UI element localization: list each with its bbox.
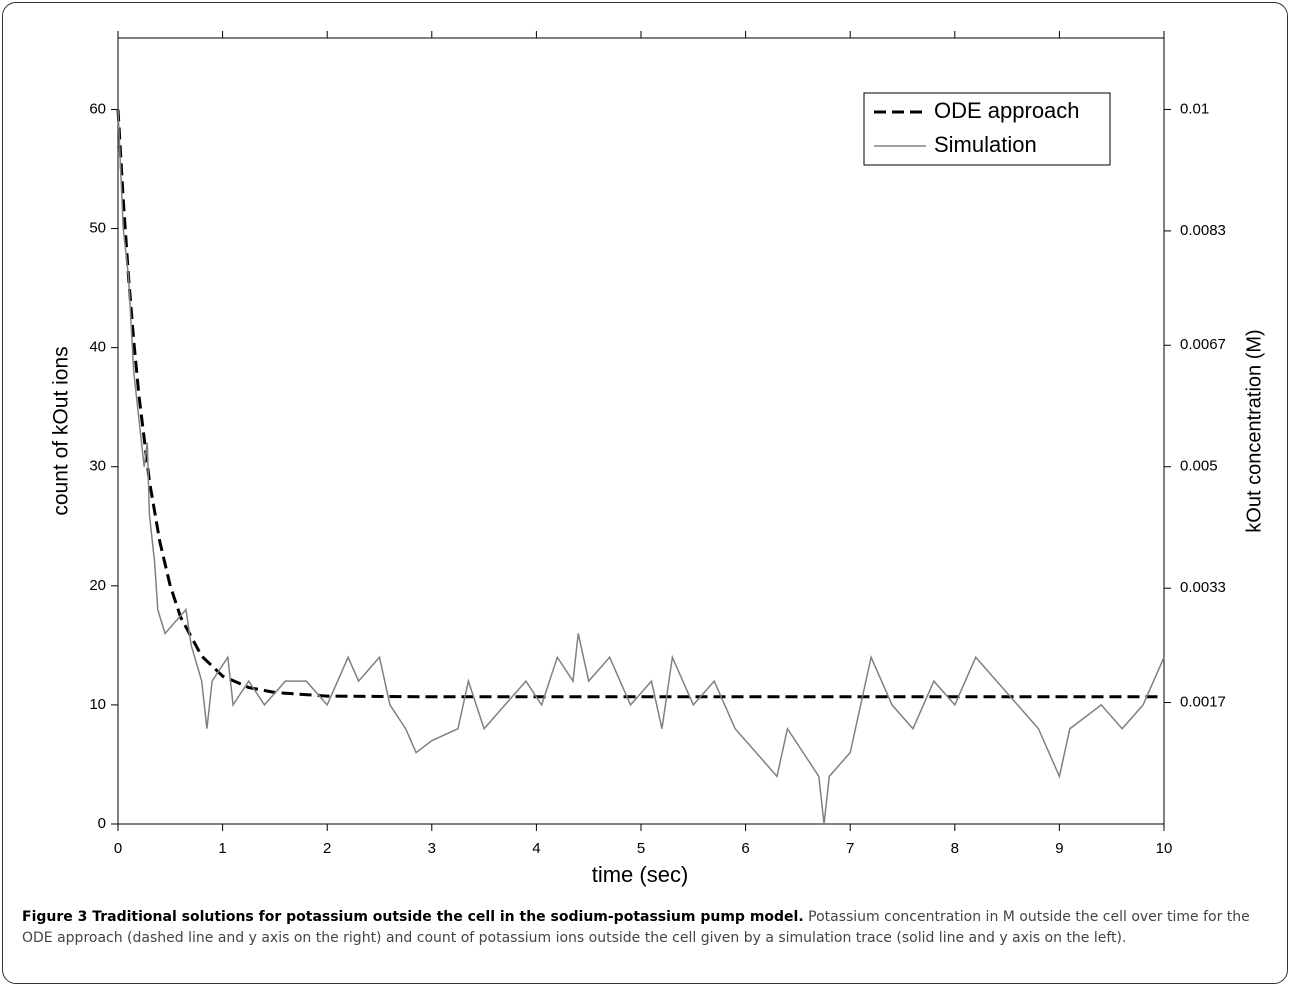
y2-tick-label: 0.0083 [1180,222,1226,239]
x-tick-label: 10 [1156,840,1173,857]
y-axis-label: count of kOut ions [50,346,73,515]
y-tick-label: 50 [89,220,106,237]
x-tick-label: 4 [532,840,540,857]
legend-label: ODE approach [934,98,1080,123]
caption-text: Potassium concentration in M outside the… [22,909,1250,946]
y2-axis-label: kOut concentration (M) [1243,329,1265,532]
x-tick-label: 6 [741,840,749,857]
legend-label: Simulation [934,132,1037,157]
x-tick-label: 5 [637,840,645,857]
y-tick-label: 0 [98,815,106,832]
y-tick-label: 20 [89,577,106,594]
x-tick-label: 2 [323,840,331,857]
x-tick-label: 7 [846,840,854,857]
y2-tick-label: 0.0017 [1180,693,1226,710]
series-line [117,109,1165,825]
x-tick-label: 1 [218,840,226,857]
y2-tick-label: 0.005 [1180,458,1218,475]
series-line [116,109,1164,699]
y-tick-label: 40 [89,339,106,356]
x-axis-label: time (sec) [592,862,689,887]
chart: time (sec) count of kOut ions kOut conce… [50,31,1265,887]
y-tick-label: 60 [89,100,106,117]
x-tick-label: 8 [951,840,959,857]
y2-tick-label: 0.0067 [1180,336,1226,353]
y2-tick-label: 0.01 [1180,100,1209,117]
y2-tick-label: 0.0033 [1180,579,1226,596]
legend-box [863,92,1111,166]
y-tick-label: 30 [89,458,106,475]
caption: Figure 3 Traditional solutions for potas… [22,907,1272,949]
caption-title: Figure 3 Traditional solutions for potas… [22,909,804,925]
y-tick-label: 10 [89,696,106,713]
x-tick-label: 9 [1055,840,1063,857]
x-tick-label: 3 [428,840,436,857]
x-tick-label: 0 [114,840,122,857]
